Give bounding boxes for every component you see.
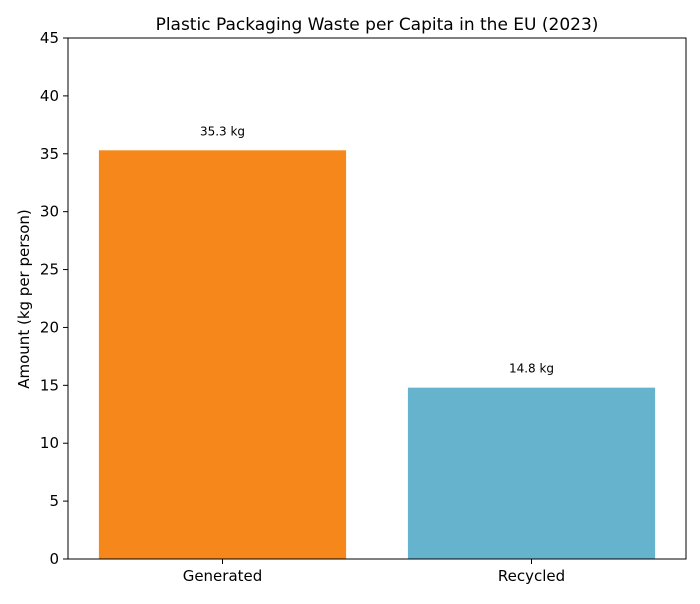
y-tick-label: 45 [40,29,59,47]
data-label-recycled: 14.8 kg [509,362,554,376]
data-labels: 35.3 kg 14.8 kg [200,124,554,375]
y-tick-label: 35 [40,145,59,163]
x-axis-ticks: Generated Recycled [183,559,565,585]
data-label-generated: 35.3 kg [200,124,245,138]
y-tick-label: 0 [49,550,59,568]
bar-recycled [407,387,656,559]
y-tick-label: 25 [40,261,59,279]
y-tick-label: 30 [40,203,59,221]
y-tick-label: 10 [40,434,59,452]
y-tick-label: 20 [40,318,59,336]
y-tick-label: 40 [40,87,59,105]
x-tick-label-generated: Generated [183,567,263,585]
y-tick-label: 5 [49,492,59,510]
x-tick-label-recycled: Recycled [498,567,565,585]
y-tick-label: 15 [40,376,59,394]
bar-generated [98,150,347,559]
y-axis-label: Amount (kg per person) [15,209,33,389]
bars-layer [98,150,656,559]
chart-title: Plastic Packaging Waste per Capita in th… [156,15,599,35]
y-axis-ticks: 0 5 10 15 20 25 30 35 40 45 [40,29,68,568]
plot-frame [67,37,687,560]
